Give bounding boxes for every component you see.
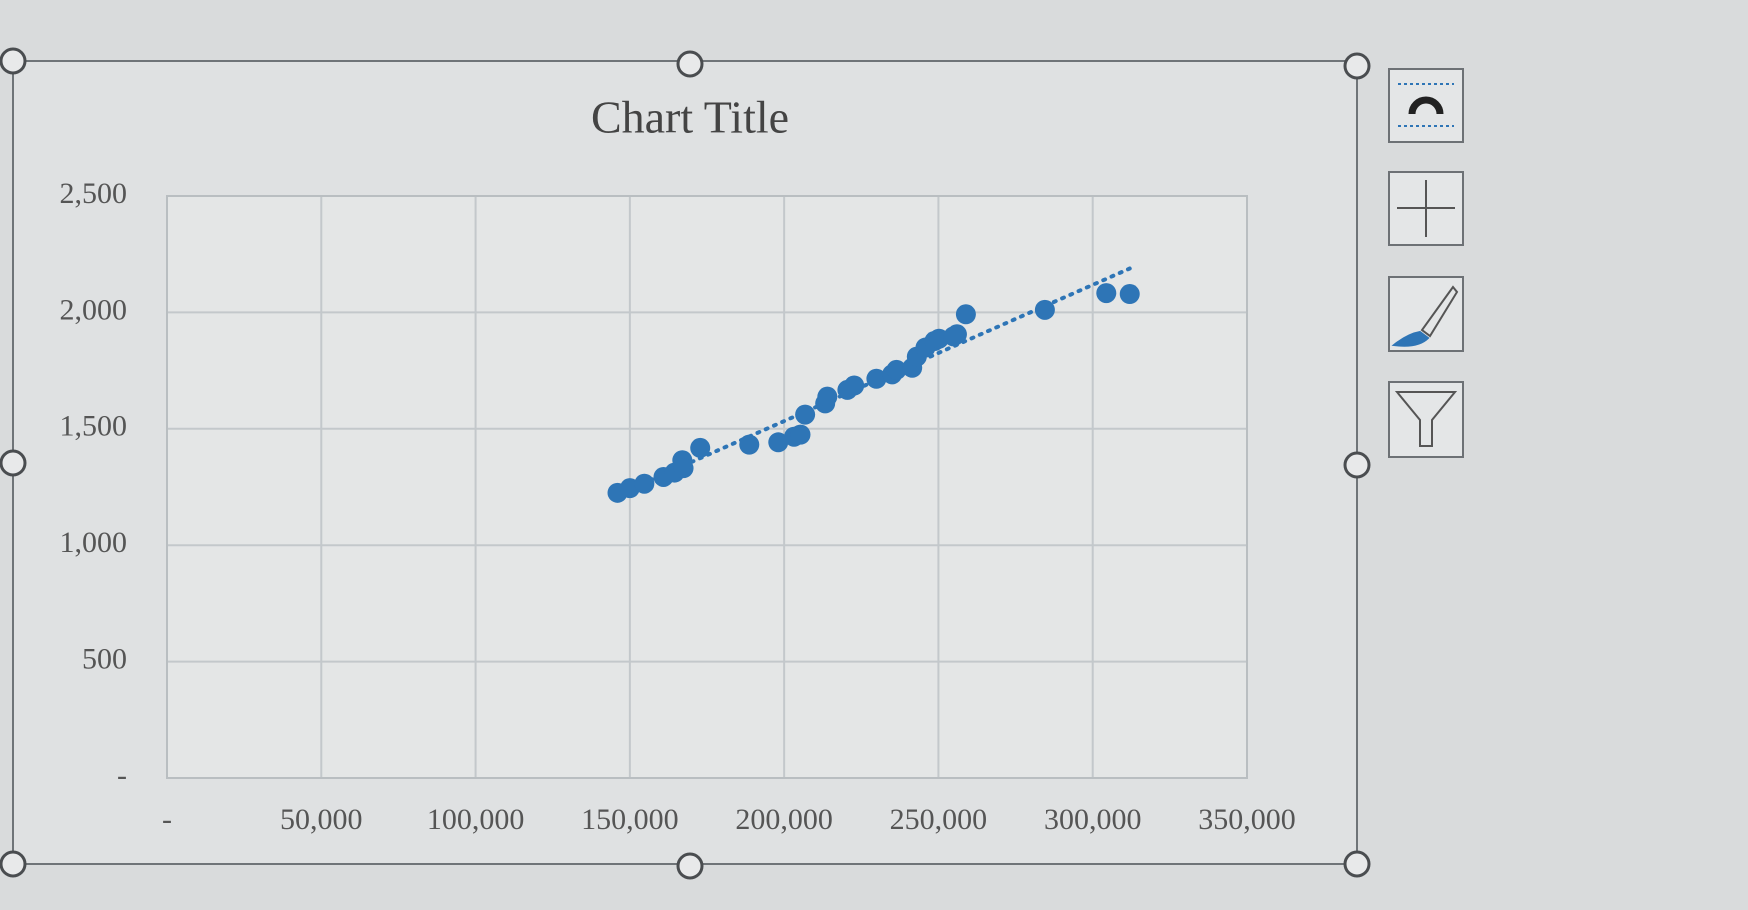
point: [955, 304, 976, 325]
point: [1119, 284, 1140, 305]
elements-button[interactable]: [1388, 171, 1464, 246]
point: [673, 458, 694, 479]
x-tick-label: 300,000: [1044, 803, 1142, 836]
x-tick-label: 350,000: [1198, 803, 1296, 836]
x-tick-label: 250,000: [890, 803, 988, 836]
y-tick-label: 1,000: [60, 526, 128, 559]
y-tick-label: 2,500: [60, 177, 128, 210]
point: [768, 432, 789, 453]
selection-handles: [0, 47, 1371, 880]
handle[interactable]: [0, 850, 27, 878]
point: [844, 375, 865, 396]
point: [1096, 283, 1117, 304]
point: [634, 473, 655, 494]
filters-button[interactable]: [1388, 381, 1464, 458]
plot-area: [167, 196, 1247, 778]
point: [790, 424, 811, 445]
y-tick-label: -: [117, 759, 127, 792]
styles-button[interactable]: [1388, 276, 1464, 352]
x-tick-label: 200,000: [735, 803, 833, 836]
point: [946, 324, 967, 345]
chart-title: Chart Title: [591, 92, 789, 143]
point: [866, 368, 887, 389]
plot-border: [166, 195, 1248, 779]
handle[interactable]: [0, 449, 27, 477]
point: [886, 359, 907, 380]
point: [1034, 299, 1055, 320]
handle[interactable]: [1343, 52, 1371, 80]
handle[interactable]: [0, 47, 27, 75]
y-tick-label: 500: [82, 642, 127, 675]
point: [817, 386, 838, 407]
point: [690, 437, 711, 458]
x-tick-label: -: [162, 803, 172, 836]
point: [739, 434, 760, 455]
handle[interactable]: [1343, 850, 1371, 878]
handle[interactable]: [676, 852, 704, 880]
layout-button[interactable]: [1388, 68, 1464, 143]
chart-buttons: [1388, 68, 1464, 458]
x-tick-label: 50,000: [280, 803, 363, 836]
x-tick-label: 100,000: [427, 803, 525, 836]
y-tick-label: 2,000: [60, 293, 128, 326]
handle[interactable]: [676, 50, 704, 78]
y-tick-label: 1,500: [60, 410, 128, 443]
x-tick-label: 150,000: [581, 803, 679, 836]
handle[interactable]: [1343, 451, 1371, 479]
point: [795, 404, 816, 425]
